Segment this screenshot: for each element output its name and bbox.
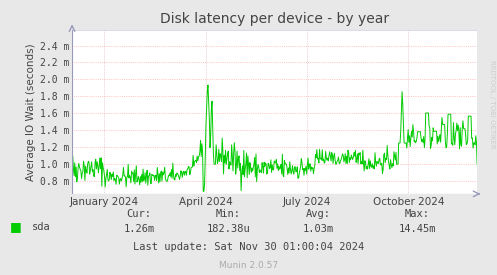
Text: ■: ■ bbox=[10, 220, 22, 233]
Text: Last update: Sat Nov 30 01:00:04 2024: Last update: Sat Nov 30 01:00:04 2024 bbox=[133, 242, 364, 252]
Text: Cur:: Cur: bbox=[127, 209, 152, 219]
Text: Min:: Min: bbox=[216, 209, 241, 219]
Title: Disk latency per device - by year: Disk latency per device - by year bbox=[160, 12, 389, 26]
Text: 182.38u: 182.38u bbox=[207, 224, 250, 234]
Text: Max:: Max: bbox=[405, 209, 430, 219]
Text: sda: sda bbox=[32, 222, 51, 232]
Text: RRDTOOL / TOBI OETIKER: RRDTOOL / TOBI OETIKER bbox=[489, 60, 495, 149]
Text: Munin 2.0.57: Munin 2.0.57 bbox=[219, 261, 278, 270]
Text: 1.03m: 1.03m bbox=[303, 224, 333, 234]
Text: Avg:: Avg: bbox=[306, 209, 331, 219]
Y-axis label: Average IO Wait (seconds): Average IO Wait (seconds) bbox=[26, 43, 36, 181]
Text: 14.45m: 14.45m bbox=[399, 224, 436, 234]
Text: 1.26m: 1.26m bbox=[124, 224, 155, 234]
